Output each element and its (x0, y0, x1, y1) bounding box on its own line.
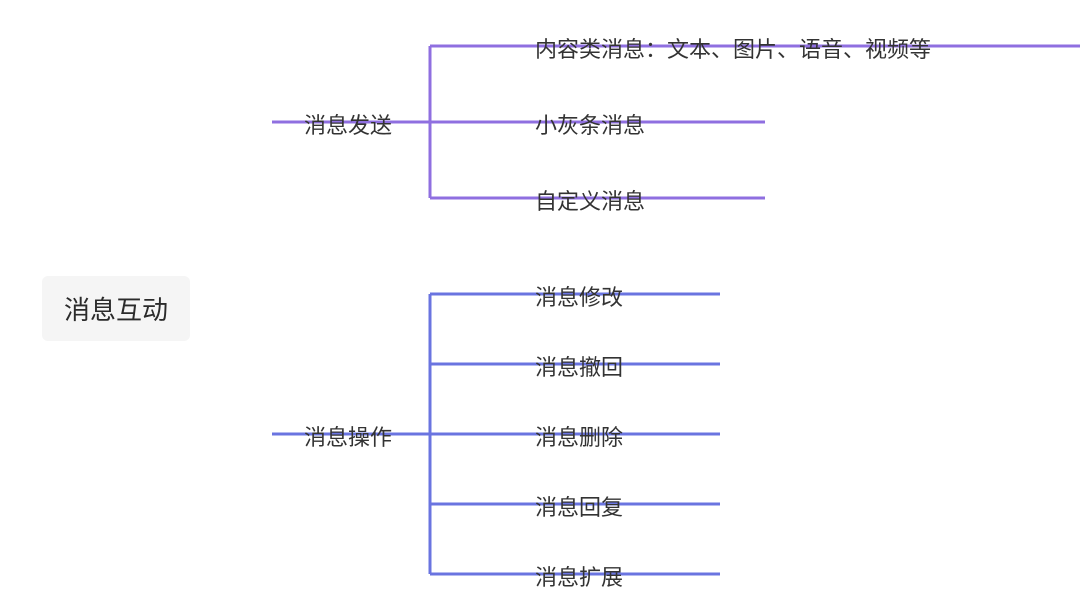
root-node: 消息互动 (42, 276, 190, 341)
leaf-send-2: 自定义消息 (535, 184, 645, 216)
leaf-ops-2: 消息删除 (535, 420, 623, 452)
leaf-send-1: 小灰条消息 (535, 108, 645, 140)
leaf-send-0: 内容类消息：文本、图片、语音、视频等 (535, 32, 931, 64)
mindmap-stage: 消息互动 消息发送 内容类消息：文本、图片、语音、视频等小灰条消息自定义消息消息操作… (0, 0, 1080, 609)
leaf-ops-1: 消息撤回 (535, 350, 623, 382)
branch-label-ops: 消息操作 (304, 420, 392, 452)
leaf-ops-0: 消息修改 (535, 280, 623, 312)
leaf-ops-3: 消息回复 (535, 490, 623, 522)
leaf-ops-4: 消息扩展 (535, 560, 623, 592)
branch-label-send: 消息发送 (304, 108, 392, 140)
